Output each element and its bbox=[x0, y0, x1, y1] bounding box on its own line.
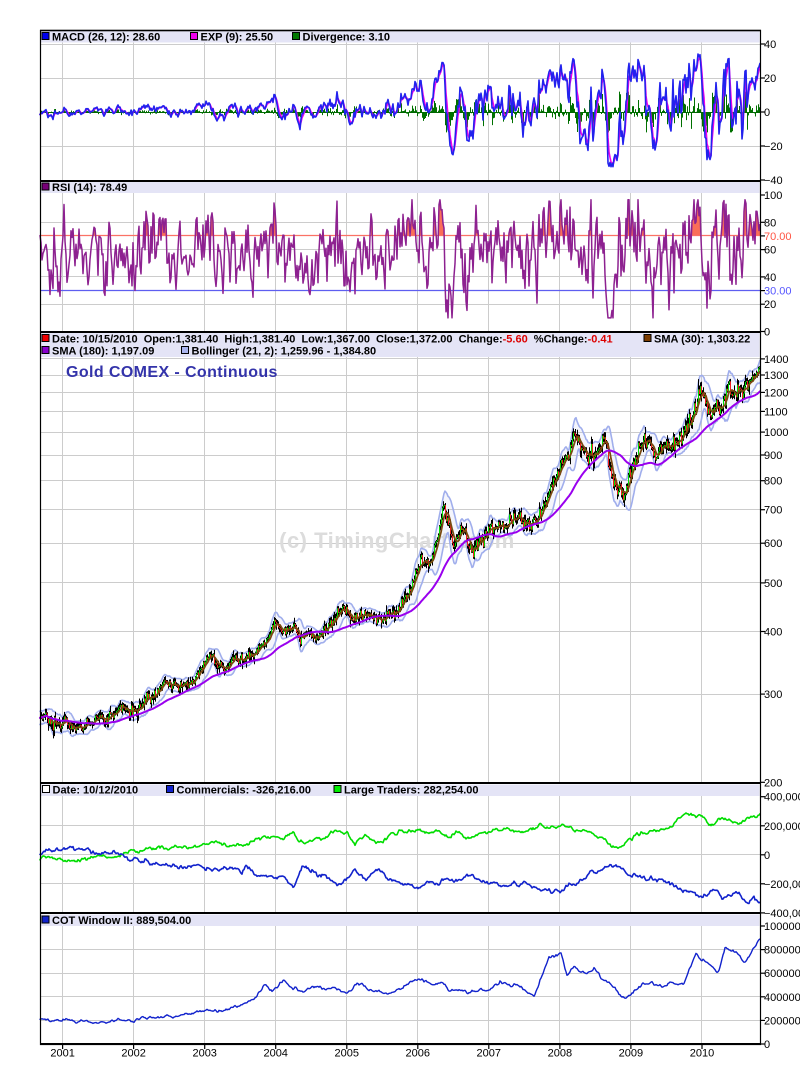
svg-text:400,000: 400,000 bbox=[764, 792, 800, 804]
svg-text:100: 100 bbox=[764, 190, 782, 202]
svg-text:Divergence: 3.10: Divergence: 3.10 bbox=[303, 32, 390, 44]
svg-text:2004: 2004 bbox=[263, 1048, 287, 1060]
svg-text:Bollinger (21, 2): 1,259.96 -: Bollinger (21, 2): 1,259.96 - 1,384.80 bbox=[192, 346, 377, 358]
svg-text:Date: 10/12/2010: Date: 10/12/2010 bbox=[53, 785, 139, 797]
svg-text:600: 600 bbox=[764, 538, 782, 550]
svg-text:40: 40 bbox=[764, 39, 776, 51]
svg-text:20: 20 bbox=[764, 73, 776, 85]
svg-text:2007: 2007 bbox=[477, 1048, 501, 1060]
svg-text:0: 0 bbox=[764, 1039, 770, 1051]
svg-text:−200,000: −200,000 bbox=[764, 879, 800, 891]
svg-text:200000: 200000 bbox=[764, 1015, 800, 1027]
svg-text:400000: 400000 bbox=[764, 992, 800, 1004]
svg-text:2002: 2002 bbox=[121, 1048, 145, 1060]
svg-text:2009: 2009 bbox=[619, 1048, 643, 1060]
svg-text:SMA (180): 1,197.09: SMA (180): 1,197.09 bbox=[52, 346, 154, 358]
svg-text:400: 400 bbox=[764, 627, 782, 639]
svg-text:200: 200 bbox=[764, 777, 782, 789]
svg-text:200,000: 200,000 bbox=[764, 821, 800, 833]
svg-text:800000: 800000 bbox=[764, 945, 800, 957]
svg-text:2006: 2006 bbox=[406, 1048, 430, 1060]
svg-text:MACD (26, 12): 28.60: MACD (26, 12): 28.60 bbox=[52, 32, 160, 44]
svg-text:1200: 1200 bbox=[764, 387, 788, 399]
svg-text:1400: 1400 bbox=[764, 354, 788, 366]
svg-text:20: 20 bbox=[764, 299, 776, 311]
svg-text:Commercials: -326,216.00: Commercials: -326,216.00 bbox=[177, 785, 312, 797]
svg-text:30.00: 30.00 bbox=[764, 286, 792, 298]
svg-text:0: 0 bbox=[764, 327, 770, 339]
svg-text:Date: 10/15/2010 Open:1,381.4: Date: 10/15/2010 Open:1,381.40 High:1,38… bbox=[52, 334, 613, 346]
svg-text:2008: 2008 bbox=[548, 1048, 572, 1060]
svg-text:40: 40 bbox=[764, 272, 776, 284]
svg-text:300: 300 bbox=[764, 689, 782, 701]
svg-text:1000: 1000 bbox=[764, 427, 788, 439]
svg-text:700: 700 bbox=[764, 505, 782, 517]
svg-text:0: 0 bbox=[764, 850, 770, 862]
svg-text:1300: 1300 bbox=[764, 370, 788, 382]
svg-text:60: 60 bbox=[764, 245, 776, 257]
svg-text:EXP (9): 25.50: EXP (9): 25.50 bbox=[201, 32, 274, 44]
svg-text:−400,000: −400,000 bbox=[764, 908, 800, 920]
svg-text:RSI (14): 78.49: RSI (14): 78.49 bbox=[52, 182, 127, 194]
svg-text:2001: 2001 bbox=[50, 1048, 74, 1060]
svg-text:900: 900 bbox=[764, 450, 782, 462]
svg-text:−20: −20 bbox=[764, 141, 783, 153]
svg-text:2003: 2003 bbox=[192, 1048, 216, 1060]
svg-text:0: 0 bbox=[764, 107, 770, 119]
svg-text:80: 80 bbox=[764, 217, 776, 229]
svg-text:Gold COMEX - Continuous: Gold COMEX - Continuous bbox=[66, 364, 278, 381]
svg-text:−40: −40 bbox=[764, 175, 783, 187]
svg-text:70.00: 70.00 bbox=[764, 231, 792, 243]
svg-text:500: 500 bbox=[764, 578, 782, 590]
svg-text:1000000: 1000000 bbox=[764, 921, 800, 933]
svg-text:600000: 600000 bbox=[764, 968, 800, 980]
svg-text:1100: 1100 bbox=[764, 406, 788, 418]
svg-text:COT Window II: 889,504.00: COT Window II: 889,504.00 bbox=[52, 915, 191, 927]
svg-text:2010: 2010 bbox=[690, 1048, 714, 1060]
svg-text:SMA (30): 1,303.22: SMA (30): 1,303.22 bbox=[654, 334, 750, 346]
svg-text:800: 800 bbox=[764, 476, 782, 488]
svg-text:Large Traders: 282,254.00: Large Traders: 282,254.00 bbox=[344, 785, 479, 797]
svg-text:2005: 2005 bbox=[335, 1048, 359, 1060]
